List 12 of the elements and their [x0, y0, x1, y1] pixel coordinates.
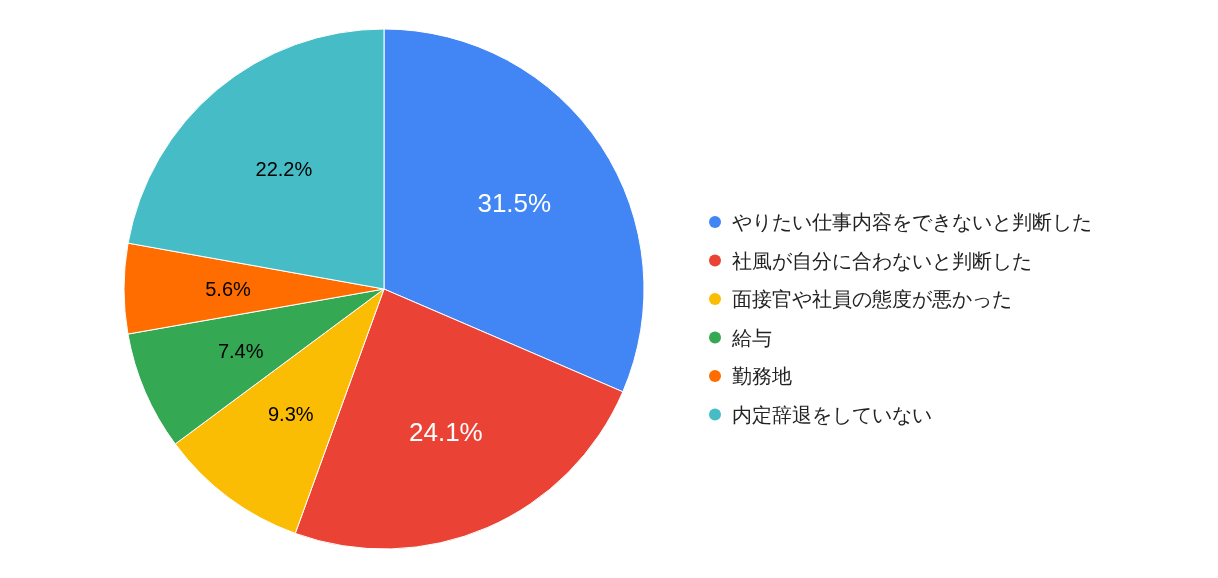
data-label: 5.6%	[205, 277, 252, 300]
data-label: 22.2%	[255, 158, 313, 181]
legend-label: やりたい仕事内容をできないと判断した	[732, 211, 1092, 233]
legend-label: 内定辞退をしていない	[732, 403, 932, 426]
legend-label: 社風が自分に合わないと判断した	[732, 249, 1032, 272]
legend-label: 面接官や社員の態度が悪かった	[732, 288, 1012, 310]
data-label: 31.5%	[477, 188, 552, 219]
legend-label: 勤務地	[732, 365, 792, 387]
data-label: 9.3%	[268, 403, 314, 426]
data-label: 24.1%	[409, 417, 483, 448]
data-label: 7.4%	[217, 339, 264, 362]
legend-label: 給与	[731, 326, 772, 349]
